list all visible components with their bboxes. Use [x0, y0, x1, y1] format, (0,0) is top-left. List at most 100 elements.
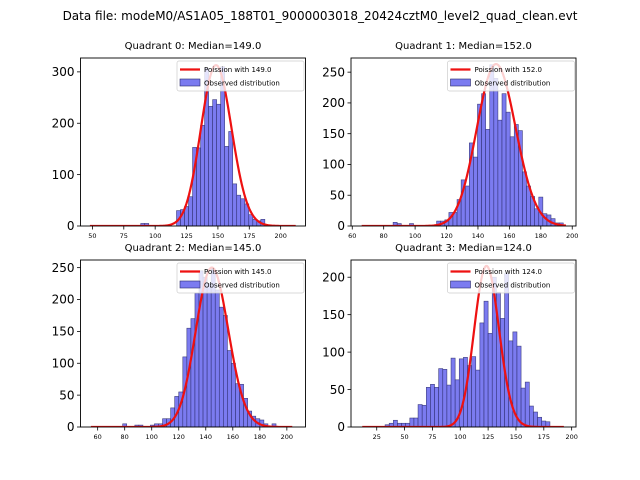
histogram-bar: [409, 223, 414, 226]
y-tick-label: 200: [52, 116, 75, 130]
legend-bar-swatch: [179, 78, 201, 87]
x-tick-label: 180: [535, 232, 547, 240]
histogram-bar: [223, 315, 228, 427]
histogram-bar: [218, 306, 224, 427]
y-tick-label: 0: [67, 219, 75, 233]
histogram-bars: [122, 268, 277, 427]
x-axis: 60 80 100 120 140 160 180 200: [94, 427, 293, 441]
legend: Poission with 124.0 Observed distribution: [447, 262, 575, 294]
histogram-bar: [196, 147, 201, 226]
histogram-bar: [483, 300, 489, 427]
histogram-bar: [271, 423, 277, 427]
x-tick-label: 125: [180, 232, 192, 240]
plot-area: [90, 266, 293, 427]
x-tick-label: 120: [440, 232, 452, 240]
histogram-bar: [206, 283, 212, 427]
histogram-bar: [144, 223, 150, 226]
x-tick-label: 75: [120, 232, 128, 240]
histogram-bar: [493, 78, 499, 226]
x-tick-label: 60: [348, 232, 356, 240]
x-tick-label: 75: [428, 433, 436, 441]
histogram-bar: [446, 384, 452, 427]
histogram-bar: [235, 383, 240, 427]
y-axis: 0 100 200 300: [52, 65, 81, 233]
histogram-bar: [505, 111, 511, 226]
x-tick-label: 150: [510, 433, 522, 441]
histogram-bar: [228, 131, 234, 226]
histogram-bar: [248, 214, 254, 226]
subplot-quadrant-1: Quadrant 1: Median=152.0 0 50 100 150 200 250 6…: [322, 41, 578, 240]
x-tick-label: 175: [243, 232, 255, 240]
histogram-bar: [520, 387, 526, 427]
legend-label-poisson: Poission with 152.0: [475, 66, 543, 74]
plot-area: [361, 63, 567, 226]
histogram-bar: [236, 194, 242, 226]
y-tick-label: 0: [337, 219, 345, 233]
subplots: Quadrant 0: Median=149.0 0 100 200 300 50 75 10…: [52, 41, 579, 441]
legend: Poission with 149.0 Observed distribution: [176, 60, 305, 92]
histogram-bar: [396, 223, 402, 226]
histogram-bar: [216, 103, 221, 226]
histogram-bar: [413, 417, 419, 427]
x-tick-label: 100: [454, 433, 466, 441]
legend-bar-swatch: [450, 78, 471, 87]
y-tick-label: 200: [52, 293, 75, 307]
y-tick-label: 150: [322, 308, 345, 322]
y-tick-label: 0: [337, 420, 345, 434]
x-tick-label: 180: [254, 433, 266, 441]
plot-area: [89, 64, 296, 226]
histogram-bar: [409, 417, 415, 427]
histogram-bar: [516, 345, 522, 427]
histogram-bar: [421, 404, 427, 427]
figure-suptitle: Data file: modeM0/AS1A05_188T01_90000030…: [63, 9, 578, 23]
axes-frame: [80, 57, 306, 227]
histogram-bar: [212, 99, 217, 226]
histogram-bar: [425, 387, 431, 427]
histogram-bar: [200, 125, 205, 226]
histogram-bar: [509, 136, 515, 226]
histogram-bar: [533, 411, 538, 427]
legend-label-observed: Observed distribution: [475, 80, 551, 88]
legend-label-poisson: Poission with 124.0: [475, 268, 543, 276]
subplot-title: Quadrant 2: Median=145.0: [125, 243, 262, 254]
plot-area: [362, 264, 564, 427]
histogram-bar: [479, 322, 485, 427]
legend-label-observed: Observed distribution: [204, 282, 280, 290]
y-axis: 0 50 100 150 200 250: [322, 65, 351, 233]
y-axis: 0 50 100 150 200: [322, 270, 351, 434]
x-tick-label: 100: [149, 232, 161, 240]
histogram-bar: [524, 381, 530, 427]
legend-label-observed: Observed distribution: [475, 282, 551, 290]
y-tick-label: 150: [322, 127, 345, 141]
histogram-bar: [504, 273, 510, 427]
histogram-bar: [438, 368, 444, 427]
x-tick-label: 200: [274, 232, 286, 240]
histogram-bar: [188, 196, 193, 226]
subplot-quadrant-3: Quadrant 3: Median=124.0 0 50 100 150 200 25 50…: [322, 243, 578, 441]
legend-box: [447, 262, 575, 294]
histogram-bar: [487, 333, 493, 427]
poisson-curve: [89, 64, 296, 226]
x-axis: 50 75 100 125 150 175 200: [88, 226, 287, 240]
y-axis: 0 50 100 150 200 250: [52, 261, 81, 434]
x-tick-label: 120: [173, 433, 185, 441]
legend-box: [176, 262, 305, 294]
x-tick-label: 140: [472, 232, 484, 240]
histogram-bar: [497, 119, 503, 226]
x-tick-label: 80: [121, 433, 129, 441]
histogram-bar: [471, 356, 477, 427]
histogram-bar: [430, 384, 435, 427]
y-tick-label: 250: [322, 65, 345, 79]
histogram-bar: [534, 208, 540, 226]
legend-label-poisson: Poission with 149.0: [204, 66, 272, 74]
y-tick-label: 200: [322, 96, 345, 110]
poisson-curve: [90, 266, 293, 427]
histogram-bar: [231, 362, 236, 427]
x-tick-label: 100: [146, 433, 158, 441]
subplot-title: Quadrant 0: Median=149.0: [125, 41, 262, 52]
histogram-bar: [537, 416, 542, 427]
x-axis: 60 80 100 120 140 160 180 200: [348, 226, 578, 240]
x-tick-label: 125: [482, 433, 494, 441]
subplot-title: Quadrant 3: Median=124.0: [395, 243, 532, 254]
legend: Poission with 152.0 Observed distribution: [447, 60, 575, 92]
